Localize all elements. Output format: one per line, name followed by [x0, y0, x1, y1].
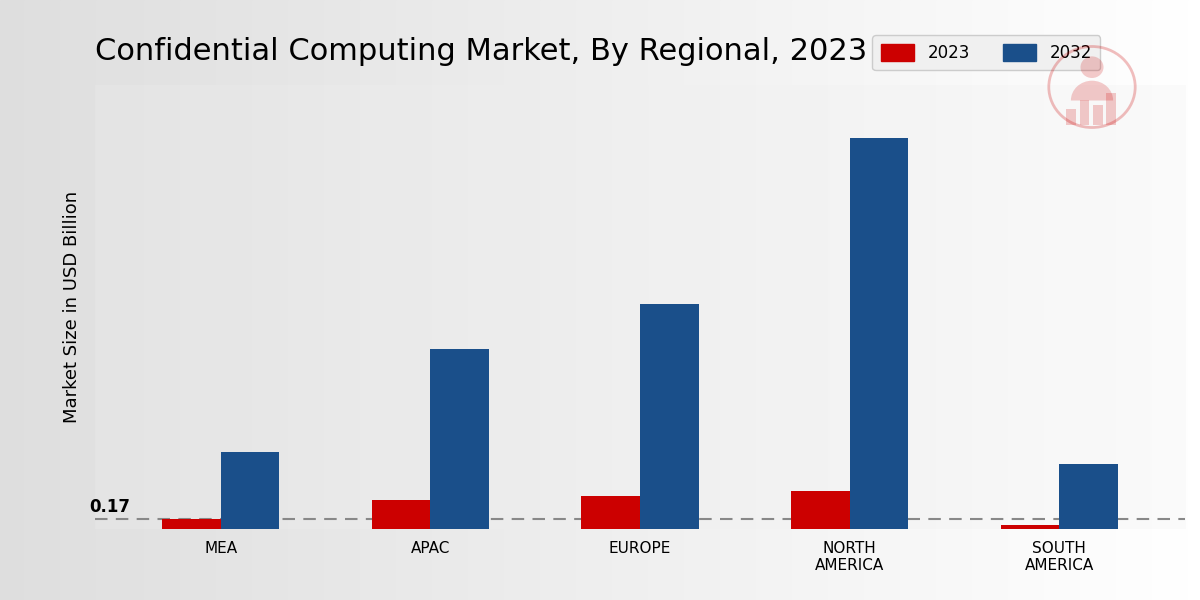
Y-axis label: Market Size in USD Billion: Market Size in USD Billion [62, 191, 82, 423]
Wedge shape [1070, 81, 1114, 100]
Bar [640, 304, 698, 529]
Circle shape [1080, 56, 1104, 78]
Bar [581, 496, 640, 529]
Legend: 2023, 2032: 2023, 2032 [872, 35, 1100, 70]
Bar [1093, 105, 1103, 125]
Bar [1060, 464, 1118, 529]
Bar [1106, 93, 1116, 125]
Text: 0.17: 0.17 [89, 498, 130, 516]
Bar [791, 491, 850, 529]
Bar [1066, 109, 1075, 125]
Bar [1080, 100, 1090, 125]
Bar [1001, 525, 1060, 529]
Bar [850, 138, 908, 529]
Bar [431, 349, 490, 529]
Bar [221, 452, 280, 529]
Bar [162, 520, 221, 529]
Bar [372, 500, 431, 529]
Text: Confidential Computing Market, By Regional, 2023 & 2032: Confidential Computing Market, By Region… [95, 37, 988, 66]
